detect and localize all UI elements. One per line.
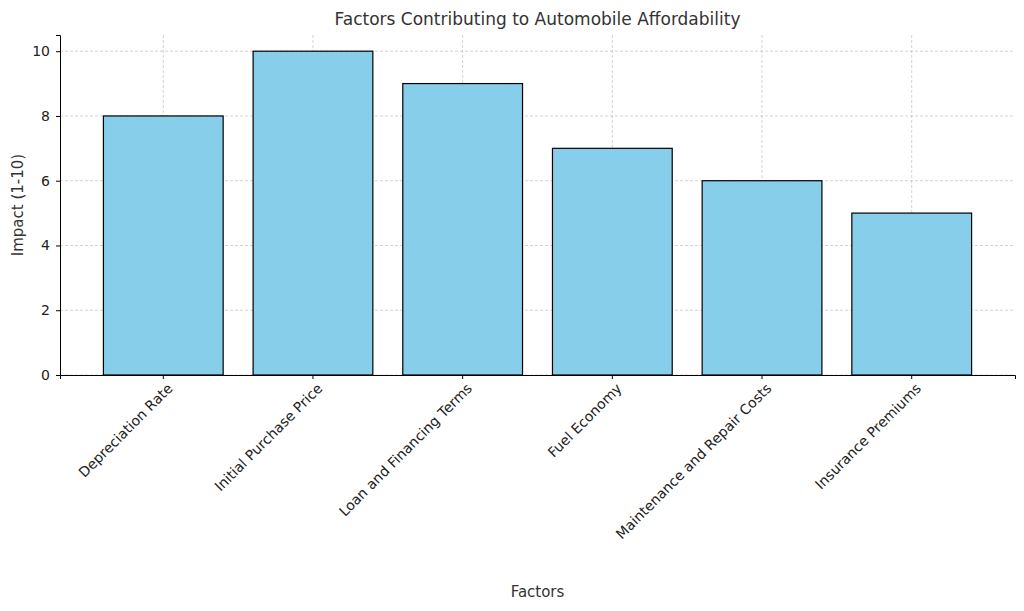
grid-line (60, 51, 1015, 52)
x-tick-mark (911, 375, 912, 379)
x-tick-mark (612, 375, 613, 379)
x-tick-label: Fuel Economy (544, 380, 624, 460)
y-tick: 8 (41, 108, 60, 124)
y-tick-mark (56, 181, 60, 182)
x-tick-label: Loan and Financing Terms (336, 380, 475, 519)
y-tick-label: 10 (32, 43, 50, 59)
chart: 0 2 4 6 8 10 Depreciation Rate Initial Purchase… (0, 0, 1024, 611)
y-tick-label: 6 (41, 173, 50, 189)
y-tick-mark (56, 51, 60, 52)
y-tick-label: 8 (41, 108, 50, 124)
bar (702, 181, 822, 375)
y-axis-line (56, 36, 61, 376)
x-axis: Depreciation Rate Initial Purchase PriceL… (61, 375, 1016, 542)
x-tick: Initial Purchase Price (211, 375, 325, 494)
y-tick-mark (56, 310, 60, 311)
title: Factors Contributing to Automobile Affor… (335, 9, 741, 29)
y-tick: 6 (41, 173, 60, 189)
y-tick: 4 (41, 237, 60, 253)
x-tick: Maintenance and Repair Costs (612, 375, 774, 542)
bar (253, 51, 373, 375)
y-tick-mark (56, 116, 60, 117)
y-tick-label: 0 (41, 367, 50, 383)
x-tick-mark (163, 375, 164, 379)
y-tick-label: 2 (41, 302, 50, 318)
bars (103, 51, 971, 375)
x-axis-line (61, 376, 1016, 380)
plot-area: 0 2 4 6 8 10 Depreciation Rate Initial Purchase… (32, 35, 1015, 542)
bar (103, 116, 223, 375)
x-tick-label: Initial Purchase Price (211, 380, 325, 494)
bar (852, 213, 972, 375)
bar (552, 148, 672, 375)
y-tick-label: 4 (41, 237, 50, 253)
y-axis: 0 2 4 6 8 10 (32, 36, 60, 383)
y-tick-mark (56, 245, 60, 246)
bar (403, 84, 523, 375)
x-tick: Insurance Premiums (812, 375, 924, 492)
x-tick-label: Insurance Premiums (812, 380, 924, 492)
y-tick: 2 (41, 302, 60, 318)
x-axis-title: Factors (511, 583, 565, 601)
y-tick: 0 (41, 367, 60, 383)
grid (60, 35, 1015, 375)
x-tick-label: Depreciation Rate (75, 380, 175, 480)
x-tick-mark (462, 375, 463, 379)
y-tick-mark (56, 375, 60, 376)
x-tick: Depreciation Rate (75, 375, 175, 480)
y-axis-title: Impact (1-10) (9, 154, 27, 256)
x-tick-mark (762, 375, 763, 379)
y-tick: 10 (32, 43, 60, 59)
x-tick-mark (312, 375, 313, 379)
x-tick: Fuel Economy (544, 375, 624, 460)
x-tick-label: Maintenance and Repair Costs (612, 380, 774, 542)
x-tick: Loan and Financing Terms (336, 375, 475, 519)
